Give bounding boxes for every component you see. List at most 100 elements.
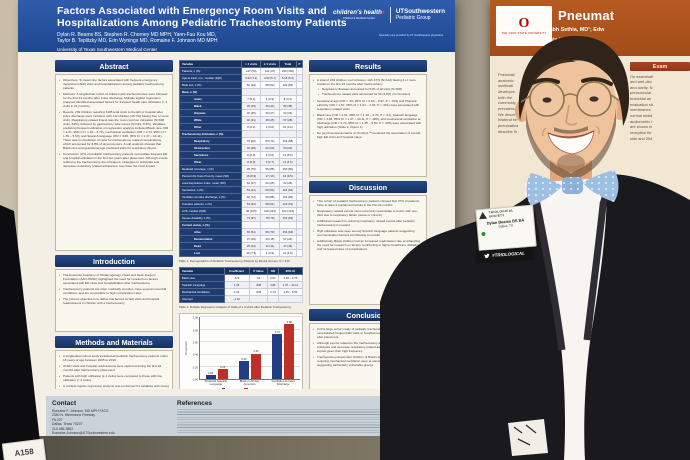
table-label-cell: LOS, median (IQR) — [178, 207, 243, 216]
bullet-item: Gestational age (OR = .94, 95% CI = 0.93… — [313, 99, 423, 111]
name-badge: TRIOLOGICAL SOCIETY Dylan Beams BS BA Da… — [475, 204, 537, 252]
right-poster-section-header: Exam — [630, 62, 690, 71]
table-cell: 1 (0.9) — [260, 95, 280, 104]
table-row: Ventilator at index discharge, n (%) 92 (… — [178, 193, 304, 202]
childrens-health-logo: children's health♥ Children's Medical Ce… — [332, 9, 385, 21]
table-cell: 32 (25) — [241, 109, 262, 118]
table-label-cell: Percent Zip Code Poverty, mean (SD) — [178, 172, 243, 181]
table-cell: 28 (25) — [260, 116, 280, 125]
table-cell: 5.15 (5.5) — [278, 74, 297, 83]
bullet-item: Tracheostomy patients are often medicall… — [59, 287, 169, 295]
contact-line: 214-456-3862 — [52, 426, 74, 431]
table-cell — [267, 295, 279, 304]
bullet-item: Objectives: To determine factors associa… — [59, 78, 169, 90]
table-cell — [278, 88, 297, 97]
table-cell: 2.74 — [267, 288, 279, 297]
table-label-cell: Medicaid coverage, n (%) — [178, 165, 243, 174]
table-cell: 32 (25) — [241, 144, 262, 153]
poster-text-line: reception thr — [630, 130, 652, 136]
table-header-cell: 95% CI — [277, 266, 304, 276]
poster-table: Variable < 4 visits ≥ 4 visits Total P Patien… — [178, 59, 304, 258]
mustache — [554, 126, 588, 134]
table-cell: 60 (54) — [260, 186, 280, 195]
utsw-logo: UTSouthwestern Pediatric Group — [395, 7, 445, 22]
bar — [205, 375, 216, 379]
table-row: Asian 7 (5.4) 1 (0.9) 8 (3.4) — [178, 95, 304, 104]
table-cell: 73 (57) — [241, 214, 262, 223]
bullet-item: Additional research in reducing respirat… — [313, 219, 423, 227]
osu-logo: O THE OHIO STATE UNIVERSITY — [496, 6, 552, 46]
bar-group: 0.72 0.88 — [272, 321, 295, 379]
table-row: Complex patients, n (%) 53 (42) 68 (61) 123… — [178, 200, 304, 209]
table-cell: 37 (29) — [241, 235, 262, 244]
poster-institution: University of Texas Southwestern Medical… — [57, 46, 158, 52]
table-cell — [295, 88, 304, 97]
table-row: LOS, median (IQR) 90 (125) 116 (123) 102 (1… — [178, 207, 304, 216]
table-row: Age at trach, mo., median (IQR) 6.62 (7.2… — [178, 74, 304, 83]
bar-value-label: 0.40 — [253, 350, 259, 354]
bar-value-label: 0.72 — [274, 330, 280, 334]
table-cell: 6.62 (7.2) — [241, 74, 262, 83]
poster-text-line: normal middl — [630, 113, 653, 119]
bow-tie — [526, 170, 619, 206]
right-poster-authors: Bishop, BS¹; Rishabh Sethia, MD¹; Edw — [504, 27, 605, 33]
hair-quiff — [532, 59, 576, 85]
table-header-cell: Variable — [178, 59, 243, 69]
table-cell — [295, 151, 304, 160]
osu-logo-text: THE OHIO STATE UNIVERSITY — [501, 32, 547, 35]
table-cell: 4 (3.6) — [260, 151, 280, 160]
poster-text-line: bilateral he — [498, 117, 518, 123]
poster-text-line: anatomic — [498, 77, 514, 83]
poster-column-3: Results A total of 239 children met incl… — [309, 60, 427, 389]
table-cell: 3.86 — [267, 281, 279, 290]
bar-group: 0.06 0.15 — [205, 366, 228, 379]
table-cell — [278, 130, 297, 139]
table-row: White 40 (31) 28 (25) 67 (28) — [178, 116, 304, 125]
table-cell — [295, 67, 304, 76]
bullet-item: Respiratory illnesses accounted for 54% … — [318, 87, 423, 92]
table-label-cell: Hispanic — [178, 109, 243, 118]
table-label-cell: Intercept — [179, 295, 225, 304]
table-cell — [295, 95, 304, 104]
table-row: Race, n (%) — [178, 88, 304, 97]
pocket-square — [508, 419, 548, 456]
table-cell — [295, 242, 304, 251]
smile-teeth — [547, 130, 595, 155]
section-header-methods: Methods and Materials — [55, 336, 173, 348]
table-label-cell: Black — [178, 102, 243, 111]
poster-title: Factors Associated with Emergency Room V… — [57, 5, 347, 30]
y-tick-label: 0.00 — [192, 378, 198, 382]
bullet-item: Tracheostomy related visits accounted fo… — [318, 93, 423, 98]
table-cell: 95 (85) — [260, 165, 280, 174]
table-cell: 8 (3.4) — [278, 95, 297, 104]
table-cell: 65 (51) — [241, 228, 262, 237]
table-cell — [295, 158, 304, 167]
table-row: Black race .679.01 2.01 1.18 – 3.70 — [179, 274, 304, 283]
table-label-cell: Patients, n (%) — [178, 67, 243, 76]
table-cell: 90 (125) — [241, 207, 262, 216]
table-cell: 40 (31) — [241, 116, 262, 125]
bullet-item: No psychosocial domains on PedsQL™ predi… — [313, 131, 423, 139]
table-cell: 8 (6.3) — [241, 158, 262, 167]
left-poster-body: Abstract Objectives: To determine factor… — [18, 52, 455, 389]
bar — [272, 334, 283, 379]
bullet-item: The primary objective is to define risk … — [59, 297, 169, 305]
poster-board-tag: A158 — [1, 438, 47, 460]
table-cell: 11 (4.6) — [278, 158, 297, 167]
poster-text-line: Pneumati — [498, 72, 515, 77]
table-header-cell: Coefficient — [223, 266, 250, 276]
bar — [238, 361, 249, 379]
bullet-item: High utilization was seen among Spanish … — [313, 229, 423, 237]
table-cell: 2.01 — [267, 274, 279, 283]
table-label-cell: Lost — [178, 249, 243, 258]
table-cell: .006 — [248, 281, 269, 290]
references-title: References — [177, 400, 213, 407]
smile-creases — [542, 125, 600, 137]
contact-line: Romaine F. Johnson, MD MPH FACS — [52, 408, 109, 413]
poster-text-line: and well-dev — [630, 79, 652, 85]
table-cell: 58 (52) — [260, 81, 280, 90]
bullet-item: Conclusion: 47% of pediatric tracheostom… — [59, 152, 169, 168]
bar — [217, 369, 228, 379]
table-cell — [295, 193, 304, 202]
